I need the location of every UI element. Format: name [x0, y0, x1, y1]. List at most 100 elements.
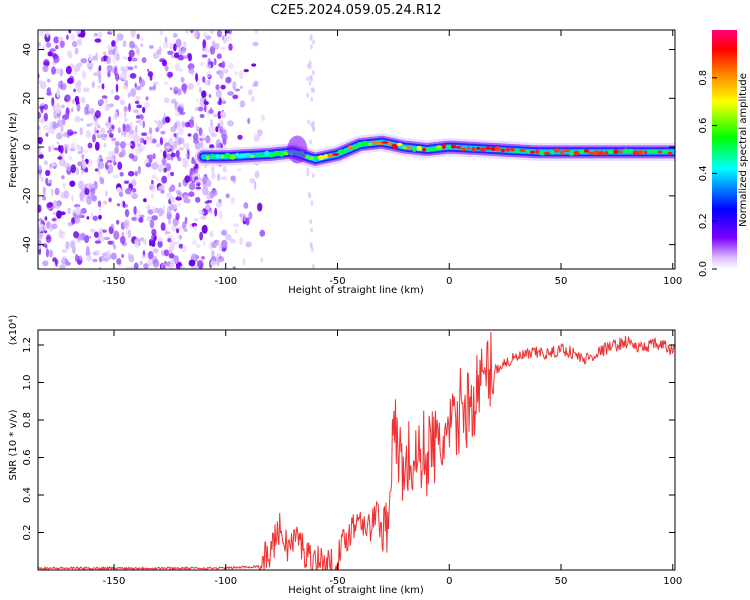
noise-speckle	[160, 222, 166, 231]
signal-blob	[652, 149, 659, 155]
colorbar-ticks: 0.0 0.2 0.4 0.6 0.8	[698, 70, 717, 277]
noise-speckle	[243, 202, 249, 209]
noise-speckle	[135, 85, 142, 91]
noise-speckle	[140, 37, 144, 41]
noise-speckle	[38, 41, 42, 48]
signal-blob	[485, 146, 491, 151]
noise-speckle	[141, 144, 145, 152]
signal-blob	[476, 146, 481, 151]
noise-speckle	[76, 143, 80, 149]
noise-speckle	[145, 162, 152, 168]
noise-speckle	[151, 174, 157, 179]
noise-speckle	[232, 94, 239, 100]
noise-speckle	[219, 71, 224, 80]
noise-speckle	[136, 104, 143, 109]
noise-speckle	[84, 186, 88, 196]
noise-speckle	[247, 117, 251, 125]
noise-speckle	[197, 106, 204, 112]
noise-speckle	[83, 149, 89, 154]
signal-blob	[563, 149, 571, 153]
snr-y-ticks: 0.2 0.4 0.6 0.8 1.0 1.2	[22, 337, 675, 540]
noise-speckle	[170, 152, 176, 158]
noise-speckle	[98, 65, 102, 72]
noise-speckle	[116, 33, 124, 41]
signal-blob	[460, 147, 467, 151]
noise-speckle	[158, 185, 163, 191]
noise-speckle	[222, 68, 229, 74]
x-tick-label: -50	[329, 576, 345, 587]
signal-blob	[593, 150, 600, 156]
noise-speckle	[96, 157, 103, 165]
noise-speckle	[160, 130, 166, 135]
noise-speckle	[124, 124, 131, 133]
spectrogram-frame	[37, 29, 676, 270]
spectrogram-x-ticks: -150 -100 -50 0 50 100	[103, 30, 682, 287]
noise-speckle	[95, 249, 101, 256]
noise-speckle	[42, 44, 46, 52]
noise-speckle	[178, 111, 186, 116]
noise-speckle	[94, 240, 102, 244]
noise-speckle	[148, 127, 153, 135]
noise-speckle	[128, 153, 135, 159]
noise-speckle	[99, 206, 102, 214]
noise-speckle	[38, 151, 43, 155]
spectrogram-x-label: Height of straight line (km)	[288, 285, 424, 296]
x-tick-label: -150	[103, 576, 126, 587]
noise-speckle	[309, 36, 313, 41]
signal-blob	[412, 146, 417, 152]
noise-speckle	[51, 223, 58, 230]
noise-speckle	[167, 173, 171, 179]
noise-speckle	[115, 83, 119, 93]
noise-speckle	[76, 167, 79, 176]
noise-speckle	[76, 86, 82, 93]
noise-speckle	[58, 158, 66, 167]
noise-speckle	[129, 266, 134, 269]
noise-speckle	[49, 48, 56, 52]
noise-speckle	[71, 195, 74, 202]
noise-speckle	[196, 260, 202, 268]
noise-speckle	[155, 177, 159, 182]
noise-speckle	[203, 30, 207, 38]
noise-speckle	[157, 240, 163, 248]
signal-blob	[647, 149, 654, 153]
noise-speckle	[152, 206, 156, 214]
noise-speckle	[215, 126, 219, 133]
noise-speckle	[149, 134, 153, 144]
noise-speckle	[63, 190, 70, 199]
noise-speckle	[309, 243, 313, 249]
noise-speckle	[38, 196, 41, 204]
noise-speckle	[183, 142, 190, 149]
noise-speckle	[310, 200, 314, 206]
noise-speckle	[181, 121, 186, 128]
noise-speckle	[151, 240, 156, 247]
noise-speckle	[59, 40, 65, 48]
noise-speckle	[195, 72, 199, 82]
noise-speckle	[39, 224, 46, 232]
noise-speckle	[153, 81, 159, 86]
noise-speckle	[195, 122, 198, 130]
noise-speckle	[145, 135, 150, 142]
noise-speckle	[193, 225, 198, 231]
noise-speckle	[137, 165, 141, 175]
noise-speckle	[99, 235, 105, 242]
signal-blob	[466, 146, 471, 150]
noise-speckle	[58, 144, 61, 152]
y-tick-label: 1.0	[22, 375, 33, 391]
noise-speckle	[131, 193, 138, 200]
noise-speckle	[77, 150, 83, 155]
noise-speckle	[55, 201, 61, 209]
noise-speckle	[110, 223, 115, 229]
noise-speckle	[198, 210, 205, 216]
spectrogram-marks	[38, 30, 675, 269]
signal-blob	[442, 143, 446, 149]
noise-speckle	[136, 115, 140, 119]
noise-speckle	[312, 173, 315, 178]
noise-speckle	[118, 152, 124, 158]
noise-speckle	[182, 244, 187, 253]
noise-speckle	[144, 101, 150, 109]
noise-speckle	[164, 65, 169, 72]
noise-speckle	[257, 202, 263, 212]
noise-speckle	[174, 62, 180, 72]
signal-blob	[568, 150, 575, 156]
